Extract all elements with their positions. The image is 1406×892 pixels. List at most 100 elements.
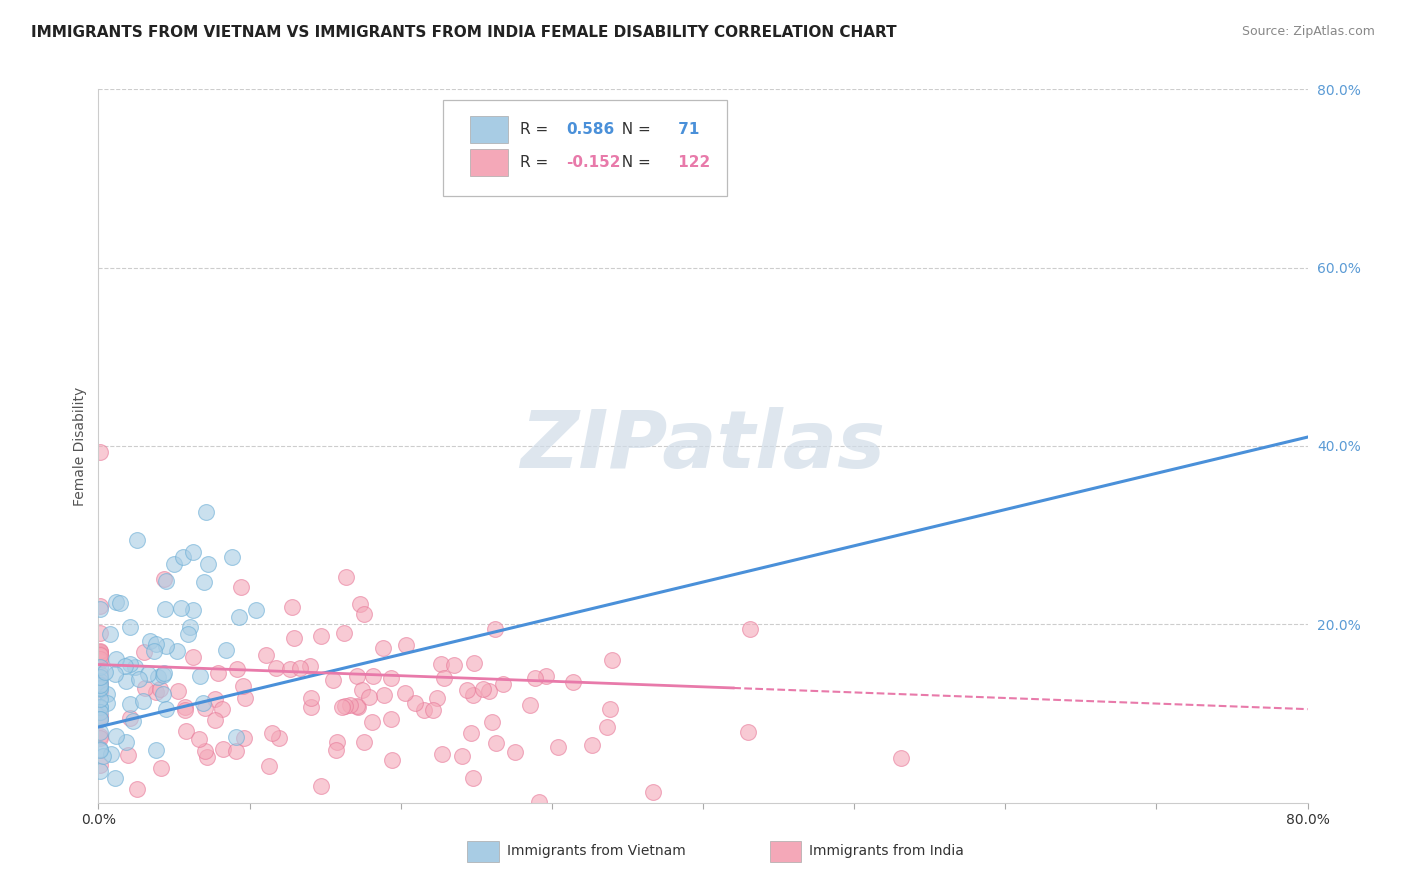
Point [89, 646, 111, 660]
Point [89, 681, 111, 696]
Point [413, 703, 436, 717]
Point [432, 671, 454, 685]
Point [145, 743, 167, 757]
Point [461, 688, 484, 702]
Point [153, 572, 176, 586]
Point [170, 601, 193, 615]
Point [150, 761, 173, 775]
Point [481, 714, 503, 729]
Point [194, 744, 217, 758]
Point [152, 687, 174, 701]
Point [215, 643, 238, 657]
Point [145, 637, 167, 651]
Point [381, 753, 404, 767]
Y-axis label: Female Disability: Female Disability [73, 386, 87, 506]
FancyBboxPatch shape [467, 840, 499, 862]
Point [139, 634, 162, 648]
Point [260, 726, 283, 740]
Point [737, 724, 759, 739]
Point [89, 654, 111, 668]
Point [195, 504, 218, 518]
Point [155, 574, 177, 588]
Point [288, 661, 311, 675]
Point [191, 696, 214, 710]
Point [641, 785, 664, 799]
Point [89, 712, 111, 726]
Point [404, 696, 426, 710]
Point [167, 684, 190, 698]
Point [166, 644, 188, 658]
Point [89, 444, 111, 458]
Point [299, 699, 322, 714]
Point [478, 683, 501, 698]
Text: Immigrants from Vietnam: Immigrants from Vietnam [508, 845, 686, 858]
Point [145, 685, 167, 699]
Point [104, 729, 127, 743]
Point [89, 743, 111, 757]
Point [89, 670, 111, 684]
Point [89, 673, 111, 688]
Point [132, 694, 155, 708]
Point [89, 706, 111, 720]
FancyBboxPatch shape [470, 149, 509, 177]
Point [197, 557, 219, 571]
Point [89, 660, 111, 674]
Point [519, 698, 541, 712]
Point [134, 681, 156, 695]
Point [229, 580, 252, 594]
Point [89, 677, 111, 691]
Point [394, 638, 416, 652]
Text: ZIPatlas: ZIPatlas [520, 407, 886, 485]
Point [89, 692, 111, 706]
Point [89, 725, 111, 739]
Point [174, 700, 197, 714]
Point [188, 669, 211, 683]
Point [148, 670, 170, 684]
Point [172, 550, 194, 565]
Point [149, 681, 172, 696]
Point [581, 738, 603, 752]
Point [89, 741, 111, 756]
Point [373, 688, 395, 702]
Text: 122: 122 [672, 155, 710, 170]
Text: -0.152: -0.152 [567, 155, 621, 170]
Point [228, 610, 250, 624]
Point [212, 741, 235, 756]
Point [152, 666, 174, 681]
Point [89, 681, 111, 695]
Point [173, 703, 195, 717]
Point [232, 679, 254, 693]
Point [194, 700, 217, 714]
Point [299, 691, 322, 706]
Point [89, 599, 111, 613]
Point [492, 677, 515, 691]
Point [361, 668, 384, 682]
Point [114, 659, 136, 673]
Point [114, 673, 136, 688]
Point [333, 699, 356, 714]
Point [326, 735, 349, 749]
Point [181, 545, 204, 559]
Point [177, 627, 200, 641]
Point [443, 658, 465, 673]
Point [89, 758, 111, 772]
Point [183, 602, 205, 616]
Point [890, 751, 912, 765]
Point [121, 714, 143, 728]
Point [96, 687, 118, 701]
Point [104, 667, 127, 681]
Point [529, 795, 551, 809]
Point [322, 673, 344, 688]
Text: 71: 71 [672, 122, 699, 137]
Point [98, 627, 121, 641]
Point [204, 713, 226, 727]
Point [221, 550, 243, 565]
Point [183, 650, 205, 665]
Point [485, 736, 508, 750]
Point [547, 740, 569, 755]
FancyBboxPatch shape [470, 116, 509, 144]
FancyBboxPatch shape [769, 840, 801, 862]
Point [309, 779, 332, 793]
Point [104, 771, 127, 785]
Text: N =: N = [613, 122, 657, 137]
